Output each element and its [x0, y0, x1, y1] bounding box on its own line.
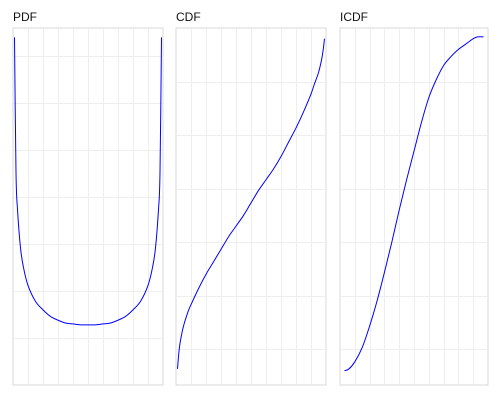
cdf-title: CDF [176, 10, 201, 24]
icdf-title: ICDF [340, 10, 368, 24]
cdf-panel: CDF [175, 10, 327, 386]
icdf-grid [341, 29, 487, 384]
icdf-panel: ICDF [339, 10, 489, 386]
cdf-grid [177, 29, 325, 384]
pdf-curve-0 [14, 37, 162, 326]
pdf-grid [14, 29, 162, 384]
pdf-title: PDF [13, 10, 37, 24]
cdf-series [177, 38, 325, 369]
pdf-series [14, 37, 162, 326]
cdf-curve-0 [177, 38, 325, 369]
pdf-panel: PDF [12, 10, 164, 386]
icdf-series [344, 36, 484, 372]
icdf-curve-0 [344, 36, 484, 372]
